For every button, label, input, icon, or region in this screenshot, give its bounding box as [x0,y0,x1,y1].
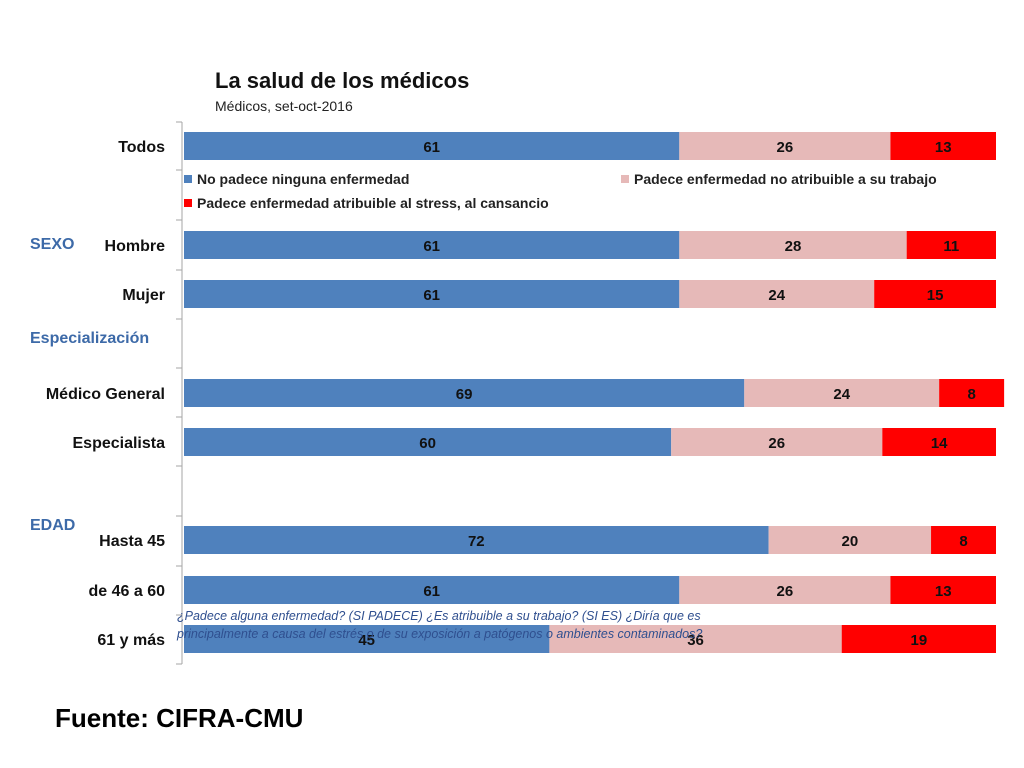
category-label-medico-general: Médico General [46,386,165,403]
question-note: ¿Padece alguna enfermedad? (SI PADECE) ¿… [177,609,703,641]
data-label-hasta-45-series-0: 72 [468,533,485,550]
legend-swatch [621,175,629,183]
data-label-todos-series-1: 26 [777,139,794,156]
category-label-mujer: Mujer [122,287,165,304]
legend-swatch [184,175,192,183]
data-label-mujer-series-0: 61 [423,287,440,304]
bar-mujer-series-0 [184,280,680,308]
data-label-hasta-45-series-2: 8 [959,533,967,550]
bar-medico-general-series-0 [184,379,745,407]
legend-item-no-padece: No padece ninguna enfermedad [184,171,409,187]
category-label-todos: Todos [118,139,165,156]
data-label-hombre-series-1: 28 [785,238,802,255]
data-label-hombre-series-2: 11 [943,238,959,255]
data-label-61-y-mas-series-1: 36 [687,632,704,649]
data-label-especialista-series-2: 14 [931,435,948,452]
bar-medico-general-series-2 [939,379,1005,407]
bar-especialista-series-2 [882,428,996,456]
data-label-especialista-series-0: 60 [419,435,436,452]
data-label-de-46-a-60-series-1: 26 [777,583,794,600]
data-label-hombre-series-0: 61 [423,238,440,255]
group-label-especializacion: Especialización [30,330,150,347]
legend-label: Padece enfermedad no atribuible a su tra… [634,171,937,187]
bar-medico-general-series-1 [744,379,940,407]
legend-label: Padece enfermedad atribuible al stress, … [197,195,549,211]
data-label-medico-general-series-0: 69 [456,386,473,403]
bar-hasta-45-series-0 [184,526,769,554]
category-label-de-46-a-60: de 46 a 60 [89,583,166,600]
bar-todos-series-1 [679,132,891,160]
category-label-61-y-mas: 61 y más [97,632,165,649]
group-label-edad: EDAD [30,517,76,534]
legend-swatch [184,199,192,207]
bar-hombre-series-1 [679,231,907,259]
source-label: Fuente: CIFRA-CMU [55,703,304,733]
data-label-hasta-45-series-1: 20 [841,533,858,550]
bar-mujer-series-1 [679,280,875,308]
bar-hasta-45-series-2 [931,526,996,554]
bar-todos-series-0 [184,132,680,160]
data-label-todos-series-2: 13 [935,139,952,156]
data-label-de-46-a-60-series-0: 61 [423,583,440,600]
chart-title: La salud de los médicos [215,68,470,93]
data-label-de-46-a-60-series-2: 13 [935,583,952,600]
bar-de-46-a-60-series-2 [890,576,996,604]
legend-item-no-atribuible: Padece enfermedad no atribuible a su tra… [621,171,937,187]
category-label-especialista: Especialista [73,435,166,452]
bar-de-46-a-60-series-0 [184,576,680,604]
data-label-especialista-series-1: 26 [768,435,785,452]
bar-hasta-45-series-1 [768,526,932,554]
data-label-61-y-mas-series-0: 45 [358,632,375,649]
category-label-hombre: Hombre [105,238,166,255]
bar-todos-series-2 [890,132,996,160]
bar-61-y-mas-series-2 [841,625,996,653]
bar-hombre-series-2 [906,231,996,259]
bar-hombre-series-0 [184,231,680,259]
data-label-todos-series-0: 61 [423,139,440,156]
chart-subtitle: Médicos, set-oct-2016 [215,98,353,114]
legend-label: No padece ninguna enfermedad [197,171,410,187]
bar-61-y-mas-series-0 [184,625,550,653]
bar-mujer-series-2 [874,280,996,308]
category-label-hasta-45: Hasta 45 [99,533,165,550]
data-label-medico-general-series-2: 8 [967,386,975,403]
bar-especialista-series-0 [184,428,672,456]
bar-61-y-mas-series-1 [549,625,842,653]
data-label-mujer-series-2: 15 [927,287,944,304]
data-label-medico-general-series-1: 24 [833,386,850,403]
legend-item-atribuible: Padece enfermedad atribuible al stress, … [184,195,549,211]
bar-especialista-series-1 [671,428,883,456]
group-label-sexo: SEXO [30,236,75,253]
bar-de-46-a-60-series-1 [679,576,891,604]
data-label-mujer-series-1: 24 [768,287,785,304]
data-label-61-y-mas-series-2: 19 [911,632,928,649]
